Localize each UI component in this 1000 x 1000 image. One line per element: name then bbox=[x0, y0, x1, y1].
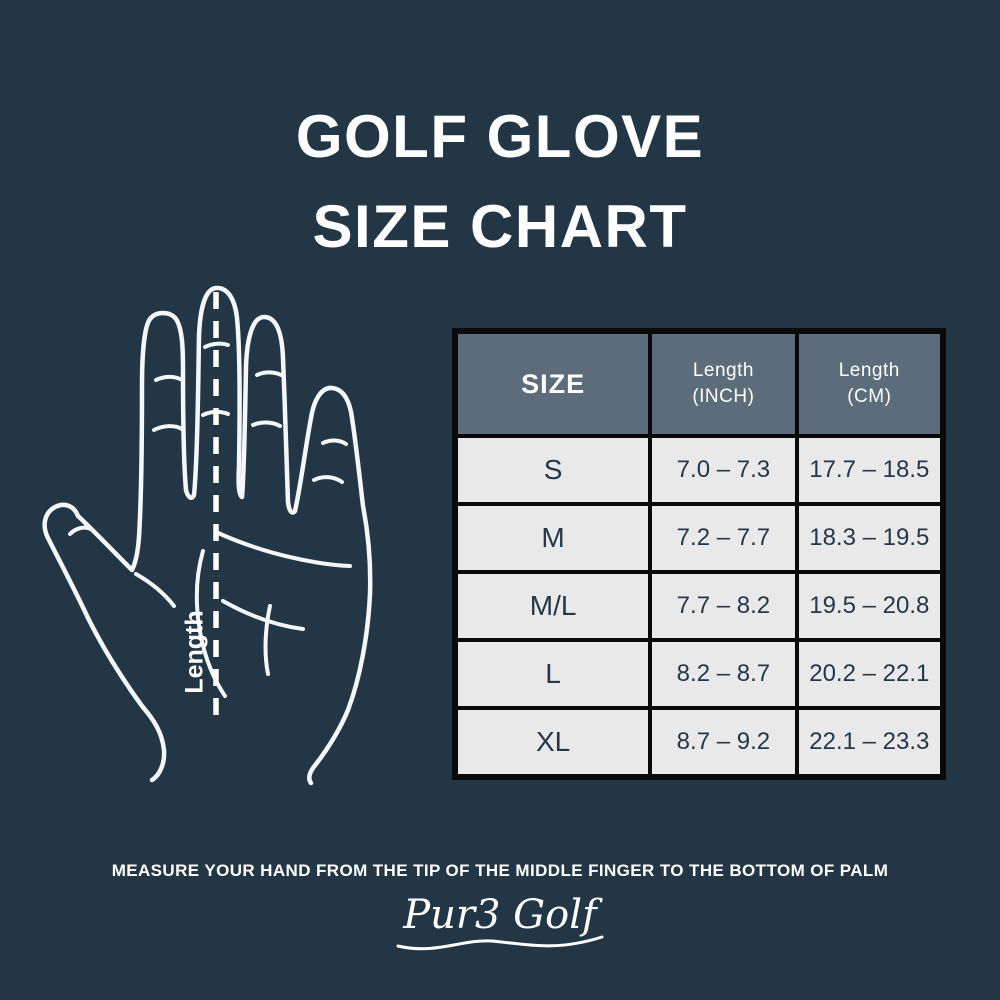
ring-finger-creases bbox=[251, 370, 283, 428]
inch-cell: 7.2 – 7.7 bbox=[648, 502, 799, 574]
index-finger-creases bbox=[152, 374, 184, 432]
inch-cell: 7.7 – 8.2 bbox=[648, 570, 799, 642]
page-title: GOLF GLOVE SIZE CHART bbox=[0, 92, 1000, 272]
inch-cell: 7.0 – 7.3 bbox=[648, 434, 799, 506]
page-title-line1: GOLF GLOVE bbox=[295, 103, 705, 170]
cm-cell: 17.7 – 18.5 bbox=[794, 434, 946, 506]
cm-cell: 20.2 – 22.1 bbox=[794, 638, 946, 710]
header-cm-line1: Length bbox=[838, 360, 900, 381]
measure-instruction: MEASURE YOUR HAND FROM THE TIP OF THE MI… bbox=[111, 861, 889, 880]
hand-illustration: Length bbox=[18, 266, 442, 790]
size-table-body: S 7.0 – 7.3 17.7 – 18.5 M 7.2 – 7.7 18.3… bbox=[452, 434, 946, 779]
header-inch-line2: (INCH) bbox=[692, 386, 755, 407]
table-row: M 7.2 – 7.7 18.3 – 19.5 bbox=[452, 502, 946, 574]
palm-fate-line bbox=[263, 604, 272, 676]
logo-underline-swash bbox=[396, 935, 604, 951]
size-cell: S bbox=[452, 434, 653, 506]
table-row: M/L 7.7 – 8.2 19.5 – 20.8 bbox=[452, 570, 946, 642]
header-cm-line2: (CM) bbox=[847, 386, 892, 407]
hand-outline bbox=[42, 285, 373, 786]
page-title-line2: SIZE CHART bbox=[312, 193, 688, 260]
inch-cell: 8.2 – 8.7 bbox=[648, 638, 799, 710]
size-cell: XL bbox=[452, 706, 653, 779]
palm-heart-line bbox=[214, 530, 352, 568]
inch-cell: 8.7 – 9.2 bbox=[648, 706, 799, 779]
table-row: L 8.2 – 8.7 20.2 – 22.1 bbox=[452, 638, 946, 710]
brand-logo-svg: Pur3 Golf bbox=[396, 892, 604, 951]
hand-outline-svg: Length bbox=[42, 285, 373, 786]
header-size: SIZE bbox=[452, 329, 653, 438]
header-row: SIZE Length (INCH) Length (CM) bbox=[452, 329, 946, 438]
size-table: SIZE Length (INCH) Length (CM) S 7.0 – 7… bbox=[452, 328, 946, 780]
cm-cell: 18.3 – 19.5 bbox=[794, 502, 946, 574]
length-label: Length bbox=[181, 610, 209, 693]
thumb-web-crease bbox=[134, 572, 176, 608]
cm-cell: 19.5 – 20.8 bbox=[794, 570, 946, 642]
size-cell: L bbox=[452, 638, 653, 710]
brand-logo: Pur3 Golf bbox=[380, 888, 620, 971]
header-length-inch: Length (INCH) bbox=[648, 329, 799, 438]
cm-cell: 22.1 – 23.3 bbox=[794, 706, 946, 779]
table-row: S 7.0 – 7.3 17.7 – 18.5 bbox=[452, 434, 946, 506]
header-length-cm: Length (CM) bbox=[794, 329, 946, 438]
size-table-header: SIZE Length (INCH) Length (CM) bbox=[452, 329, 946, 438]
pinky-finger-creases bbox=[312, 438, 348, 484]
table-row: XL 8.7 – 9.2 22.1 – 23.3 bbox=[452, 706, 946, 779]
size-cell: M bbox=[452, 502, 653, 574]
size-cell: M/L bbox=[452, 570, 653, 642]
thumb-crease bbox=[68, 525, 93, 536]
size-chart-table-wrap: SIZE Length (INCH) Length (CM) S 7.0 – 7… bbox=[452, 328, 946, 780]
palm-head-line bbox=[221, 599, 305, 631]
brand-logo-text: Pur3 Golf bbox=[402, 892, 603, 938]
header-inch-line1: Length bbox=[692, 360, 754, 381]
